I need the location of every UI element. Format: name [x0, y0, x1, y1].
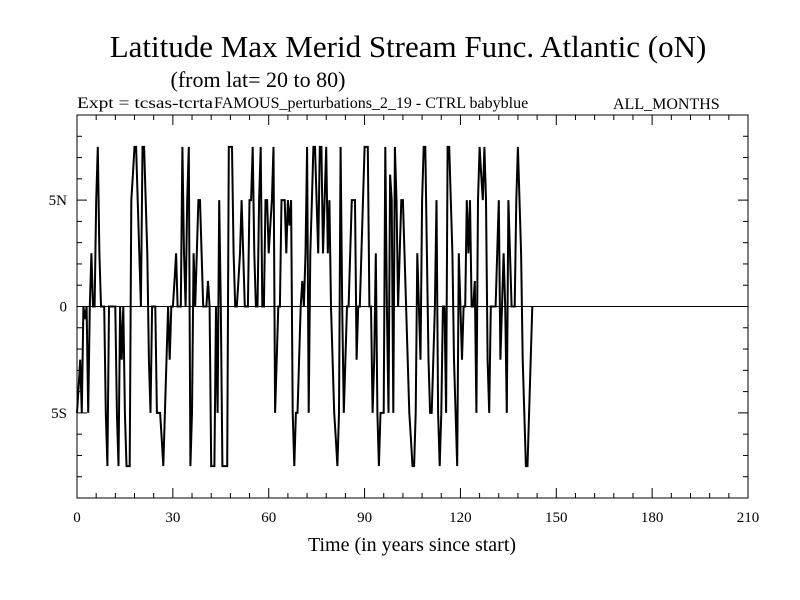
x-axis-ticks: 0 30 60 90 120 150 180 210: [73, 115, 759, 526]
y-tick-label: 0: [60, 300, 68, 316]
x-tick-label: 120: [449, 510, 472, 526]
chart-subtitle: (from lat= 20 to 80): [171, 67, 346, 92]
y-axis-ticks: 5S 0 5N: [49, 114, 748, 499]
months-label: ALL_MONTHS: [613, 96, 720, 113]
x-tick-label: 30: [165, 510, 180, 526]
experiment-name: FAMOUS_perturbations_2_19 - CTRL babyblu…: [214, 95, 528, 112]
y-tick-label: 5S: [51, 406, 67, 422]
x-axis-label: Time (in years since start): [308, 534, 516, 556]
expt-label: Expt = tcsas-tcrta: [77, 95, 213, 112]
y-tick-label: 5N: [49, 193, 68, 209]
chart-title: Latitude Max Merid Stream Func. Atlantic…: [110, 29, 707, 64]
x-tick-label: 150: [545, 510, 568, 526]
x-tick-label: 0: [73, 510, 81, 526]
x-tick-label: 90: [357, 510, 372, 526]
x-tick-label: 60: [261, 510, 276, 526]
x-tick-label: 210: [737, 510, 760, 526]
series-line: [76, 145, 534, 468]
x-tick-label: 180: [641, 510, 664, 526]
